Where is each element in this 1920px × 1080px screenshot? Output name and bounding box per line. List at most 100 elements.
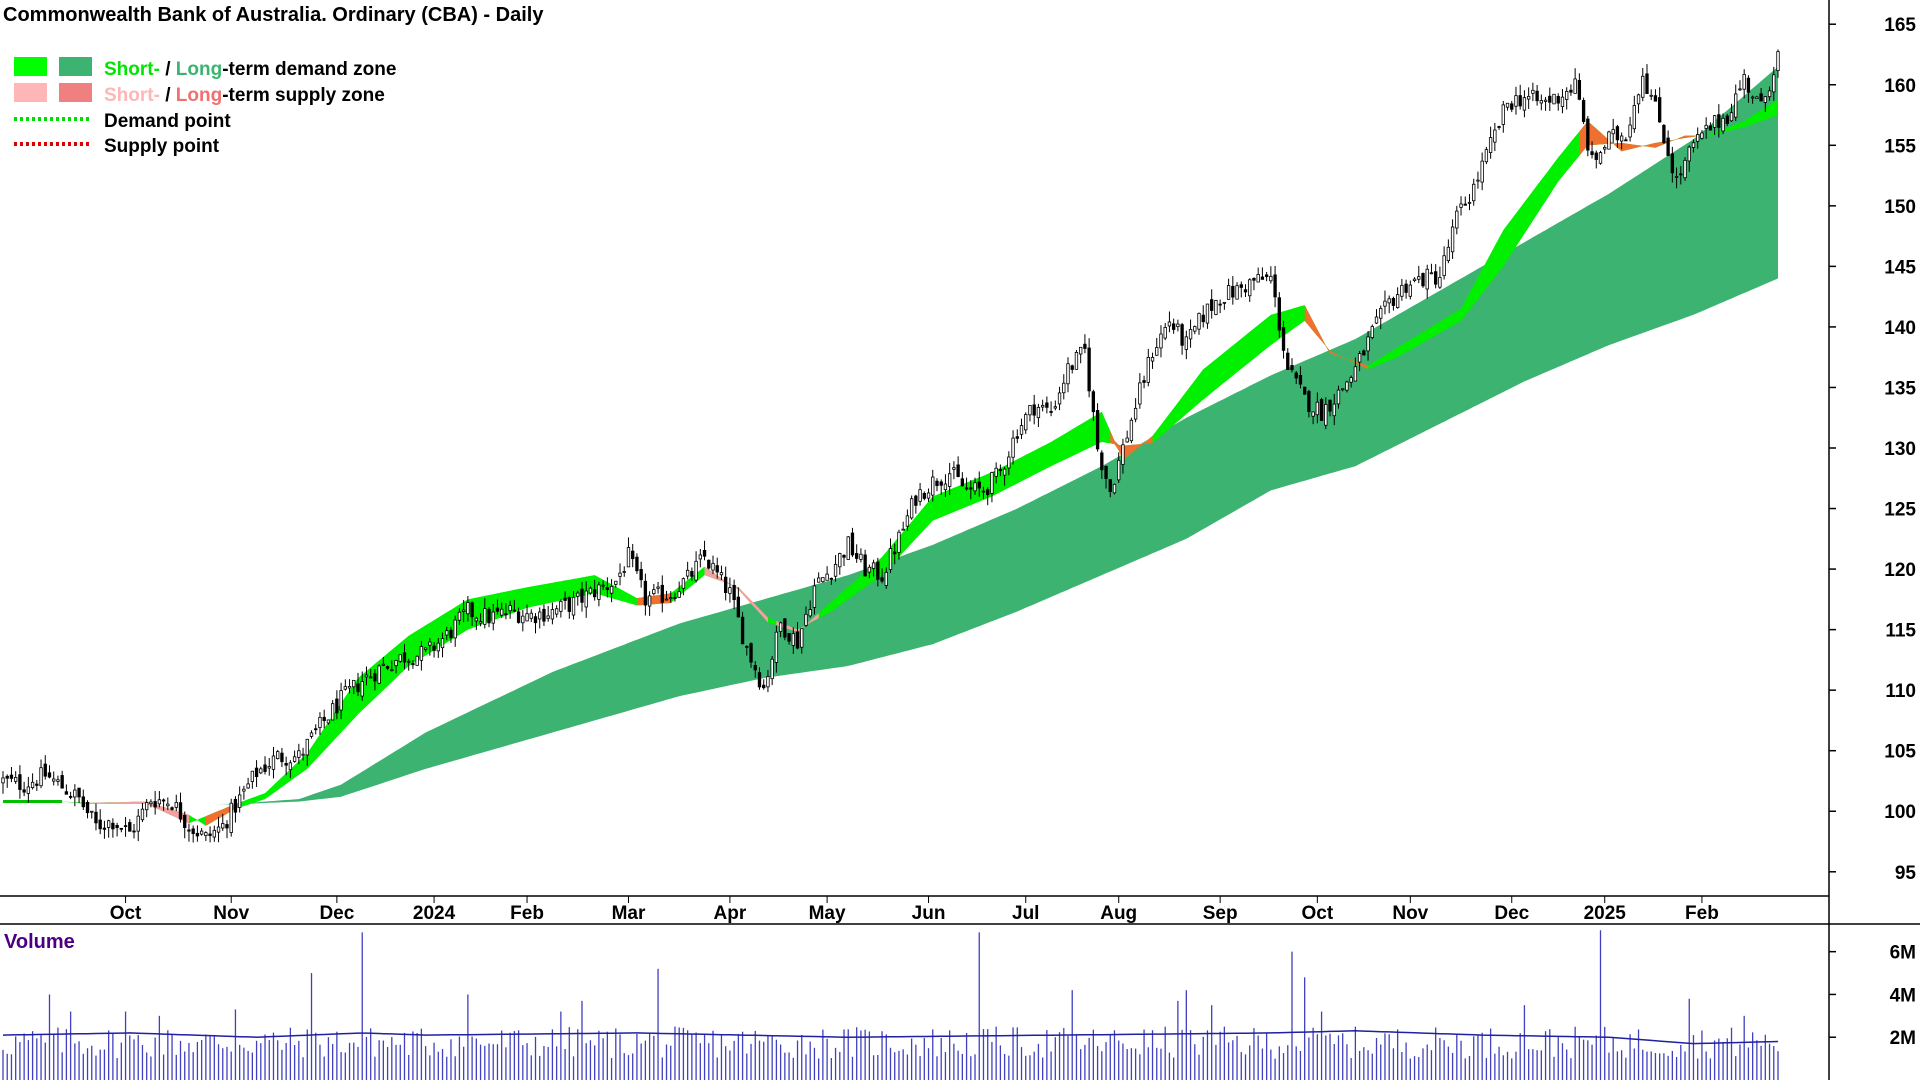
candle-body (1357, 353, 1362, 363)
candle-body (956, 464, 960, 477)
candle-body (1007, 456, 1011, 469)
candle-body (1556, 95, 1560, 104)
candle-body (1666, 137, 1670, 157)
volume-title: Volume (4, 931, 75, 953)
candle-body (1455, 210, 1459, 229)
candle-body (242, 788, 246, 792)
candle-body (694, 560, 698, 581)
candle-body (64, 791, 69, 795)
candle-body (1763, 96, 1767, 103)
legend-short-supply-swatch (14, 83, 47, 102)
candle-body (1362, 350, 1366, 356)
candle-body (1079, 346, 1083, 355)
volume-layer (2, 930, 1779, 1080)
candle-body (237, 794, 242, 808)
candle-body (952, 467, 956, 470)
candle-body (1708, 125, 1713, 131)
candle-body (652, 589, 656, 595)
candle-body (901, 528, 905, 531)
candle-body (571, 596, 576, 616)
candle-body (1480, 160, 1484, 183)
candle-body (1231, 285, 1235, 298)
price-tick-label: 160 (1884, 76, 1916, 97)
candle-body (1286, 352, 1290, 370)
candle-body (1738, 88, 1742, 91)
candle-body (30, 781, 35, 789)
candle-body (592, 589, 597, 598)
candle-body (1150, 357, 1155, 362)
candle-body (292, 756, 297, 762)
date-tick-label: Dec (319, 903, 354, 924)
candle-body (77, 787, 81, 798)
candle-body (715, 565, 719, 573)
candle-body (774, 631, 779, 663)
candle-body (461, 609, 466, 613)
candle-body (567, 597, 571, 612)
candle-body (423, 647, 428, 650)
candle-body (22, 789, 26, 793)
candle-body (145, 802, 149, 811)
candle-body (1142, 380, 1146, 383)
candle-body (132, 830, 136, 833)
candle-body (631, 550, 635, 560)
candle-body (859, 553, 863, 560)
candle-body (60, 775, 64, 789)
candle-body (1628, 124, 1632, 138)
candle-body (419, 646, 424, 661)
candle-body (335, 698, 339, 714)
candle-body (1133, 407, 1138, 420)
candle-body (1070, 365, 1074, 370)
candle-body (770, 658, 774, 680)
candle-body (1341, 388, 1345, 391)
candle-body (1336, 389, 1341, 405)
date-tick-label: Jul (1012, 903, 1039, 924)
candle-body (981, 490, 986, 493)
candle-body (939, 481, 943, 486)
candle-body (398, 654, 402, 662)
supply-zone-segment (205, 804, 236, 826)
legend-long-supply-swatch (59, 83, 92, 102)
candle-body (994, 467, 998, 477)
candle-body (1594, 152, 1598, 160)
candle-body (68, 795, 73, 798)
candle-body (850, 532, 855, 556)
candle-body (1264, 274, 1269, 277)
candle-body (250, 770, 255, 782)
candle-body (1772, 74, 1776, 93)
candle-body (1243, 289, 1248, 293)
candle-body (795, 631, 800, 649)
candle-body (128, 822, 132, 832)
candle-body (39, 767, 43, 787)
candle-body (1417, 276, 1421, 280)
candle-body (580, 588, 584, 603)
candle-body (187, 829, 191, 832)
candle-body (1734, 93, 1738, 118)
candle-body (1717, 114, 1721, 128)
candle-body (1548, 95, 1552, 103)
candle-body (800, 628, 804, 648)
candle-body (1598, 152, 1603, 164)
candle-body (1163, 327, 1167, 339)
candle-body (1674, 176, 1679, 178)
candle-body (1045, 402, 1049, 408)
candle-body (935, 480, 939, 487)
date-tick-label: Oct (1302, 903, 1334, 924)
volume-average-line (2, 1030, 1779, 1045)
legend-demand-zone-label: Short- / Long-term demand zone (104, 59, 396, 80)
volume-axis: 2M 4M 6M (1829, 943, 1916, 1049)
candle-body (1607, 131, 1611, 150)
candle-body (221, 823, 225, 829)
candle-body (888, 548, 893, 570)
candle-body (153, 801, 157, 808)
candle-body (842, 554, 846, 558)
candle-body (73, 789, 77, 798)
price-tick-label: 95 (1895, 863, 1917, 884)
candle-body (732, 584, 736, 601)
date-tick-label: Aug (1100, 903, 1137, 924)
candle-body (1125, 437, 1129, 443)
candle-body (1328, 399, 1332, 412)
candle-body (838, 553, 842, 568)
candle-body (106, 820, 111, 828)
candle-body (791, 633, 795, 646)
candle-body (98, 819, 102, 830)
